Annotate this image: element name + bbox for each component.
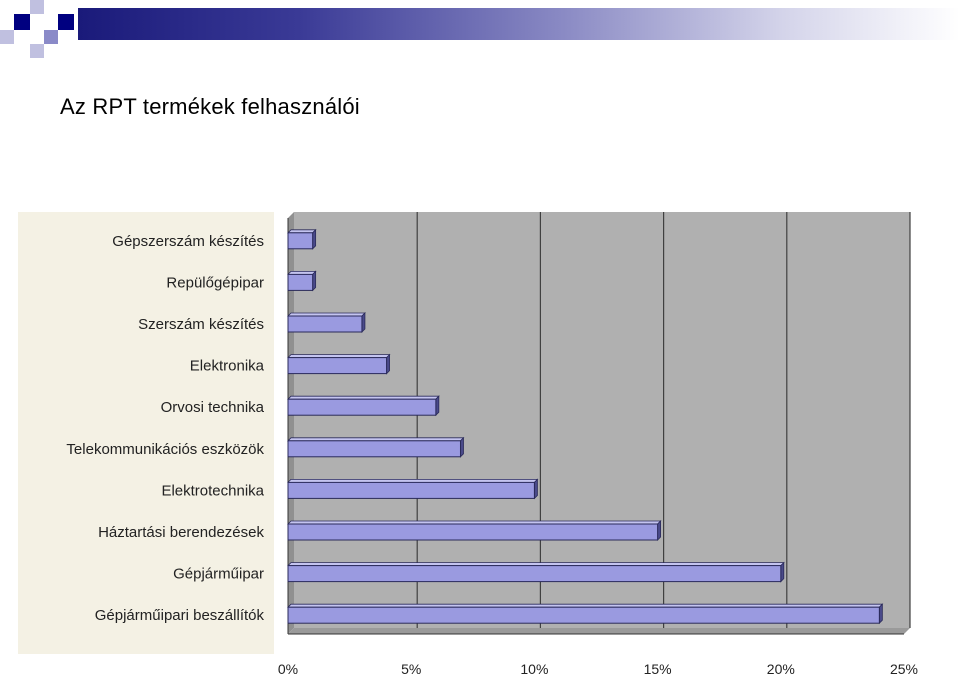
bar-chart: Gépszerszám készítés Repülőgépipar Szerszá… — [18, 212, 918, 677]
x-tick-label: 0% — [278, 661, 298, 677]
category-label: Elektronika — [190, 358, 265, 375]
x-tick-label: 20% — [767, 661, 795, 677]
category-label: Telekommunikációs eszközök — [66, 441, 264, 458]
bar — [287, 565, 782, 583]
x-tick-label: 25% — [890, 661, 918, 677]
chart-container: Gépszerszám készítés Repülőgépipar Szerszá… — [18, 210, 918, 691]
category-label: Gépjárműipar — [173, 566, 264, 583]
decor-square-light — [0, 30, 14, 44]
bar — [287, 232, 314, 250]
x-tick-label: 15% — [644, 661, 672, 677]
label-panel — [18, 212, 274, 654]
bar — [287, 481, 535, 499]
category-label: Orvosi technika — [161, 399, 265, 416]
category-label: Repülőgépipar — [166, 274, 264, 291]
plot-floor — [288, 628, 910, 634]
category-label: Háztartási berendezések — [98, 524, 264, 541]
bar — [287, 273, 314, 291]
title-gradient-bar — [78, 8, 960, 40]
bar — [287, 315, 363, 333]
category-label: Elektrotechnika — [161, 482, 264, 499]
bar — [287, 523, 659, 541]
decor-square-dark — [14, 14, 30, 30]
x-tick-label: 5% — [401, 661, 421, 677]
decor-square-mid — [44, 30, 58, 44]
category-label: Gépszerszám készítés — [112, 233, 264, 250]
bar — [287, 357, 388, 375]
x-tick-label: 10% — [520, 661, 548, 677]
decor-square-light — [30, 0, 44, 14]
bar — [287, 440, 461, 458]
decor-square-dark — [58, 14, 74, 30]
category-label: Szerszám készítés — [138, 316, 264, 333]
category-label: Gépjárműipari beszállítók — [95, 607, 265, 624]
bar — [287, 398, 437, 416]
slide-title: Az RPT termékek felhasználói — [60, 94, 360, 119]
bar — [287, 606, 880, 624]
decor-square-light — [30, 44, 44, 58]
